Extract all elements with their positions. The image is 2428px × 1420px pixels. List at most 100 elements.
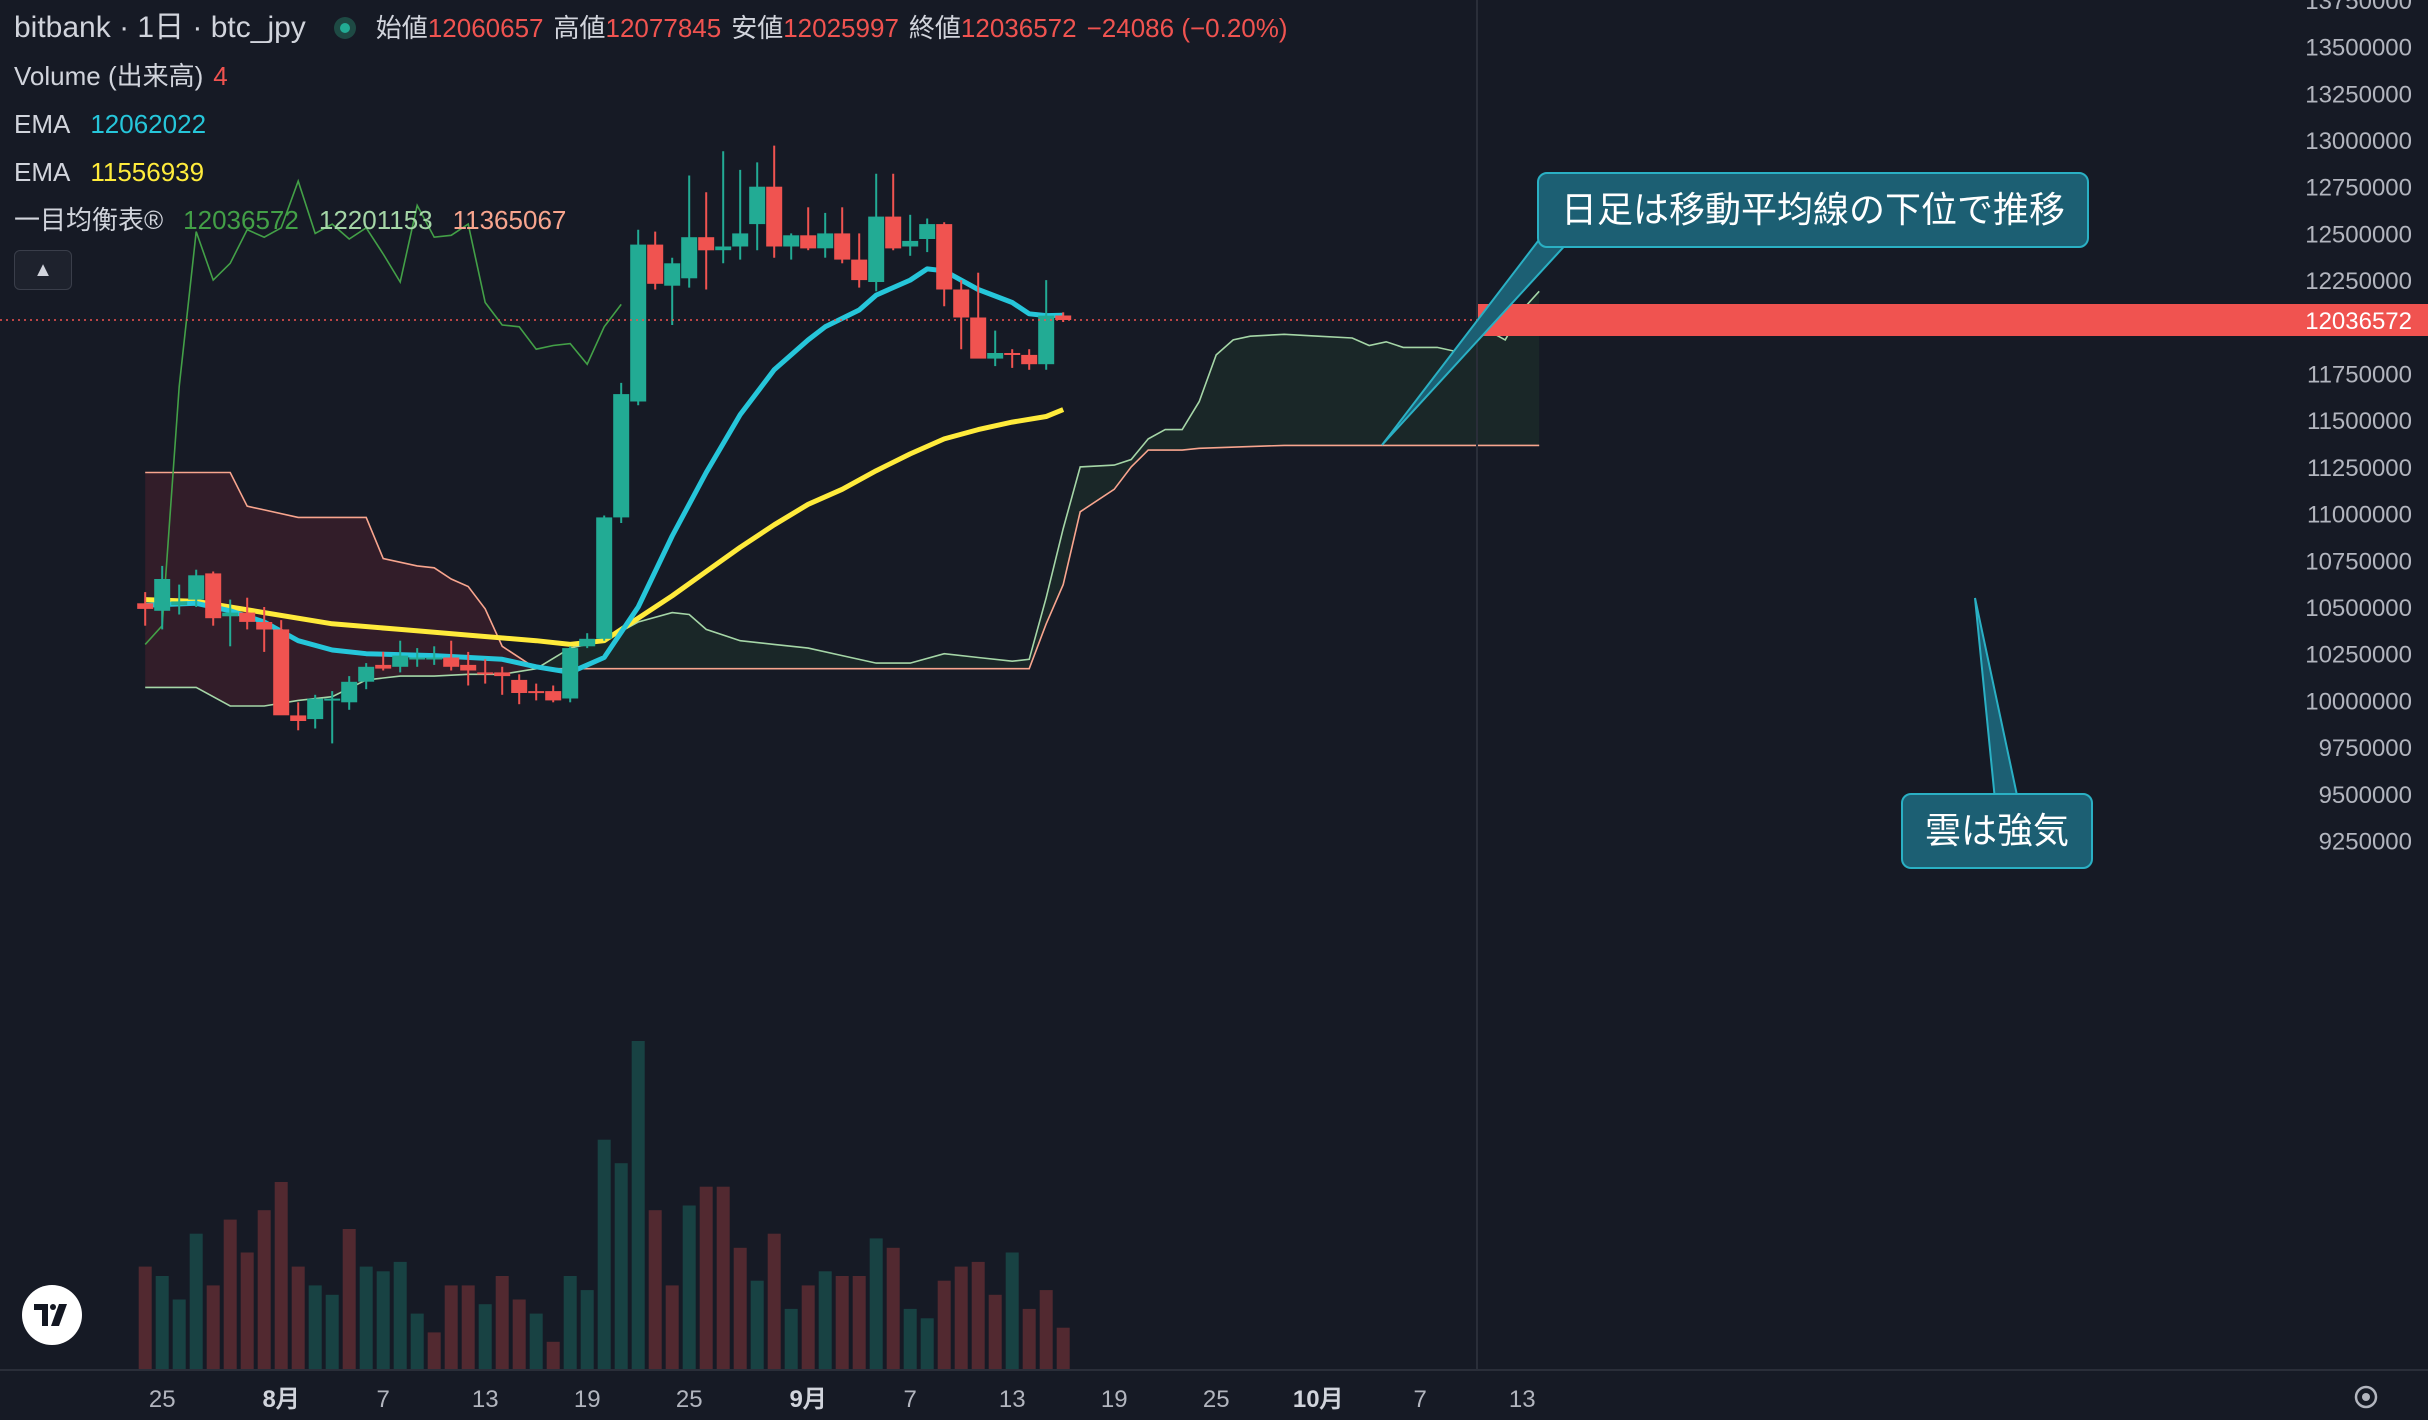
x-tick-label: 25 — [1203, 1386, 1230, 1413]
tradingview-logo-icon[interactable] — [22, 1285, 82, 1345]
y-tick-label: 10250000 — [2305, 642, 2412, 669]
candle-17 — [426, 646, 443, 665]
candle-body — [1038, 315, 1055, 365]
x-tick-label: 7 — [904, 1386, 917, 1413]
candle-34 — [715, 151, 732, 264]
volume-bar-38 — [784, 1308, 798, 1370]
volume-bar-40 — [818, 1271, 832, 1370]
candle-40 — [817, 212, 834, 258]
ema-slow-legend[interactable]: EMA 11556939 — [14, 148, 1288, 196]
volume-bar-39 — [801, 1285, 815, 1370]
ichimoku-legend[interactable]: 一目均衡表® 12036572 12201153 11365067 — [14, 196, 1288, 244]
x-tick-label: 19 — [574, 1386, 601, 1413]
candle-body — [970, 317, 987, 359]
candle-1 — [154, 565, 171, 630]
gear-ring — [2354, 1385, 2378, 1409]
close-label: 終値 — [908, 13, 961, 43]
y-tick-label: 13750000 — [2305, 0, 2412, 15]
chevron-up-icon[interactable]: ▲ — [14, 250, 72, 290]
candle-body — [154, 579, 171, 611]
y-tick-label: 10000000 — [2305, 688, 2412, 715]
candle-23 — [528, 683, 545, 701]
volume-bar-8 — [274, 1182, 288, 1370]
volume-bar-49 — [971, 1261, 985, 1370]
volume-bar-29 — [631, 1041, 645, 1370]
ema-fast-line — [145, 266, 1064, 675]
volume-bar-22 — [512, 1299, 526, 1370]
volume-bar-31 — [665, 1285, 679, 1370]
candle-43 — [868, 173, 885, 292]
y-tick-label: 9250000 — [2319, 829, 2412, 856]
ema-slow-value: 11556939 — [90, 157, 205, 187]
candle-30 — [647, 231, 664, 290]
y-tick-label: 10750000 — [2305, 548, 2412, 575]
cloud-fill-bullish — [536, 291, 1540, 669]
candle-body — [919, 224, 936, 239]
annotation-text-1: 日足は移動平均線の下位で推移 — [1561, 189, 2066, 230]
symbol-row: bitbank · 1日 · btc_jpy 始値 12060657 高値 12… — [14, 4, 1288, 52]
volume-bar-23 — [529, 1313, 543, 1370]
annotation-cloud-bullish[interactable]: 雲は強気 — [1901, 793, 2094, 869]
candle-35 — [732, 169, 749, 260]
candle-9 — [290, 702, 307, 731]
volume-bar-3 — [189, 1233, 203, 1370]
x-tick-label: 7 — [1414, 1386, 1427, 1413]
candle-body — [273, 629, 290, 716]
ichimoku-value-2: 12201153 — [318, 205, 433, 235]
candle-50 — [987, 330, 1004, 367]
candle-body — [630, 244, 647, 402]
y-tick-label: 12500000 — [2305, 221, 2412, 248]
volume-bar-42 — [852, 1276, 866, 1370]
volume-bar-17 — [427, 1332, 441, 1370]
high-value: 12077845 — [605, 13, 722, 43]
candle-36 — [749, 162, 766, 251]
volume-bar-13 — [359, 1266, 373, 1370]
volume-bar-6 — [240, 1252, 254, 1370]
candle-10 — [307, 694, 324, 729]
volume-bar-47 — [937, 1280, 951, 1370]
candle-body — [936, 224, 953, 290]
volume-bar-53 — [1039, 1290, 1053, 1370]
indicator-lines — [144, 178, 1065, 675]
last-price-badge — [1478, 304, 2428, 336]
volume-bar-1 — [155, 1276, 169, 1370]
volume-bars — [138, 1041, 1070, 1370]
volume-legend[interactable]: Volume (出来高) 4 — [14, 52, 1288, 100]
low-value: 12025997 — [783, 13, 899, 43]
volume-bar-16 — [410, 1313, 424, 1370]
ema-fast-legend[interactable]: EMA 12062022 — [14, 100, 1288, 148]
candle-body — [698, 237, 715, 251]
candle-body — [562, 648, 579, 699]
volume-bar-52 — [1022, 1308, 1036, 1370]
volume-bar-11 — [325, 1294, 339, 1370]
annotation-daily-below-ma[interactable]: 日足は移動平均線の下位で推移 — [1537, 172, 2090, 248]
candle-body — [409, 657, 426, 660]
x-tick-label: 8月 — [263, 1386, 300, 1413]
candle-body — [681, 237, 698, 279]
cloud-fill-bearish — [145, 472, 537, 706]
candle-body — [732, 233, 749, 247]
candle-33 — [698, 192, 715, 290]
market-status-icon — [333, 17, 356, 39]
close-value: 12036572 — [960, 13, 1077, 43]
y-tick-label: 9500000 — [2319, 782, 2412, 809]
y-tick-label: 12750000 — [2305, 175, 2412, 202]
candle-0 — [137, 592, 154, 626]
volume-bar-18 — [444, 1285, 458, 1370]
volume-bar-10 — [308, 1285, 322, 1370]
volume-bar-30 — [648, 1210, 662, 1370]
symbol-title[interactable]: bitbank · 1日 · btc_jpy — [14, 11, 306, 44]
last-price-label: 12036572 — [2305, 308, 2412, 335]
settings-gear-icon[interactable] — [2354, 1385, 2378, 1409]
candle-27 — [596, 515, 613, 641]
candle-body — [392, 655, 409, 667]
candle-46 — [919, 218, 936, 253]
volume-bar-7 — [257, 1210, 271, 1370]
change-value: −24086 (−0.20%) — [1086, 13, 1288, 43]
high-label: 高値 — [553, 13, 606, 43]
candle-25 — [562, 646, 579, 703]
candle-body — [256, 622, 273, 630]
candle-body — [239, 612, 256, 622]
y-tick-label: 10500000 — [2305, 595, 2412, 622]
candle-body — [851, 259, 868, 281]
